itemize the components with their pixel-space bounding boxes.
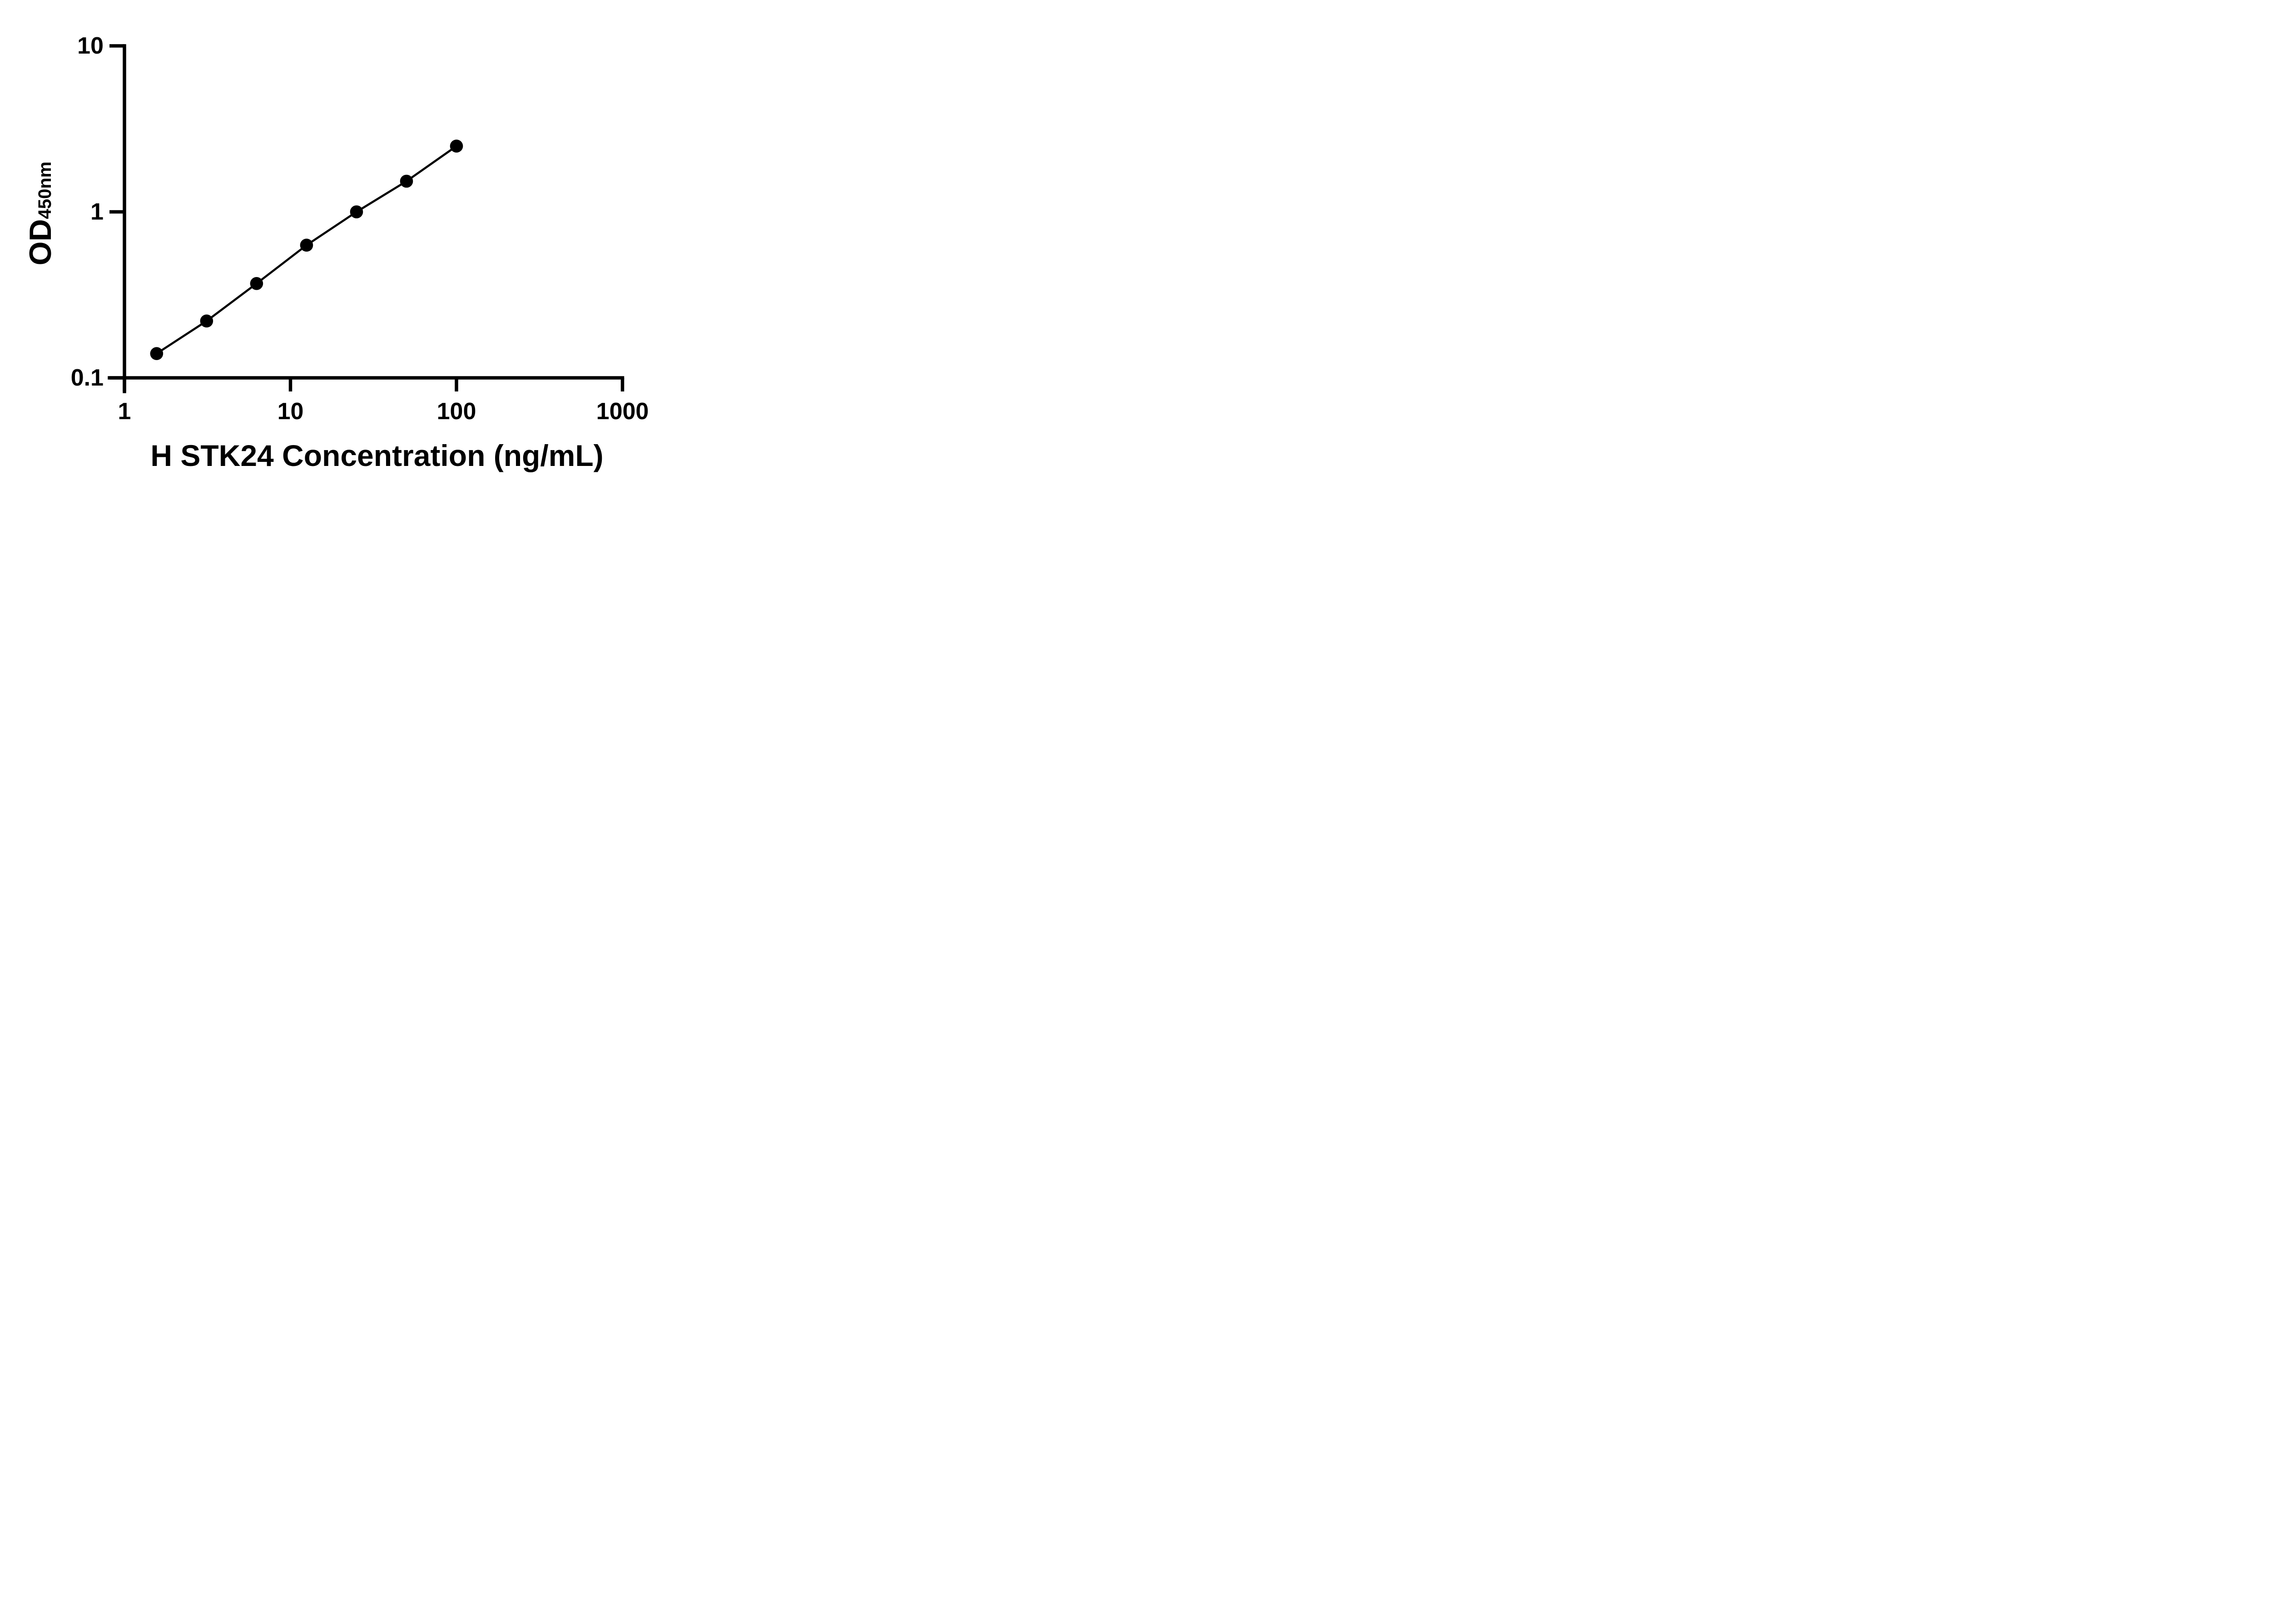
data-point: [450, 139, 463, 153]
x-tick-label: 1000: [596, 398, 649, 425]
y-axis-title: OD450nm: [23, 162, 58, 266]
data-point: [150, 347, 164, 360]
y-axis-title-main: OD: [23, 219, 58, 265]
x-tick-label: 100: [437, 398, 476, 425]
axes-layer: 1 10 100 1000 0.1 1 10: [71, 33, 649, 425]
data-point: [400, 174, 413, 188]
data-point: [200, 314, 213, 328]
y-axis-title-sub: 450nm: [35, 162, 55, 219]
x-axis-title: H STK24 Concentration (ng/mL): [150, 439, 603, 472]
data-point: [350, 205, 363, 218]
standard-curve-chart: 1 10 100 1000 0.1 1 10 H STK24 Concentration (…: [23, 33, 649, 472]
x-tick-label: 10: [278, 398, 304, 425]
data-point: [250, 277, 263, 290]
data-layer: [150, 139, 463, 360]
x-tick-label: 1: [118, 398, 131, 425]
y-tick-label: 1: [90, 199, 104, 225]
y-tick-label: 10: [77, 33, 104, 59]
y-tick-label: 0.1: [71, 365, 104, 391]
data-point: [300, 238, 313, 252]
figure-canvas: 1 10 100 1000 0.1 1 10 H STK24 Concentration (…: [0, 0, 701, 495]
